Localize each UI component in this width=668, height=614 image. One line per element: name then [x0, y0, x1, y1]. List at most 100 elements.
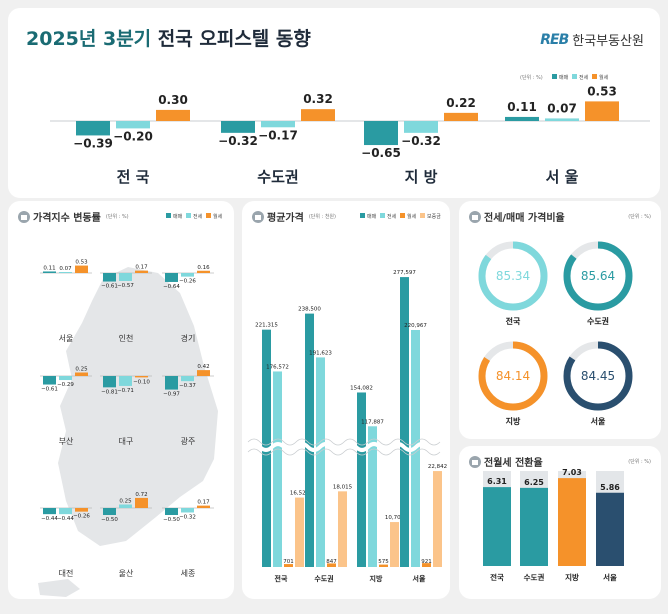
- index-bar: [75, 508, 88, 512]
- index-value-label: 0.11: [43, 265, 55, 271]
- summary-bar: [116, 121, 150, 129]
- summary-bar: [221, 121, 255, 133]
- conversion-rate-card: 전월세 전환율 (단위 : %) 6.31 전국 6.25 수도권 7.03 지방 5.86…: [459, 446, 661, 599]
- price-bar: [273, 371, 282, 567]
- index-value-label: 0.16: [197, 265, 210, 271]
- conversion-title: 전월세 전환율: [484, 458, 543, 469]
- index-value-label: 0.25: [75, 367, 88, 373]
- conversion-value-label: 6.25: [524, 478, 544, 487]
- avg-price-unit: (단위 : 천원): [308, 214, 336, 220]
- legend-swatch: [166, 213, 171, 218]
- conversion-value-label: 6.31: [487, 477, 507, 486]
- index-bar: [135, 376, 148, 378]
- index-value-label: −0.26: [179, 279, 196, 285]
- index-value-label: 0.42: [197, 364, 209, 370]
- index-bar: [197, 270, 210, 273]
- index-value-label: 0.07: [59, 266, 72, 272]
- conversion-value-label: 5.86: [600, 483, 620, 492]
- index-region-label: 대전: [59, 568, 74, 578]
- index-bar: [165, 376, 178, 390]
- index-value-label: −0.32: [179, 514, 196, 520]
- index-change-card: 가격지수 변동률 (단위 : %) 매매 전세 월세 0.11 0.07 0.53 서울 −0…: [8, 201, 234, 599]
- jeju-map-shape: [38, 579, 80, 597]
- price-value-label: 191,623: [309, 350, 332, 356]
- price-value-label: 117,887: [361, 419, 384, 425]
- conversion-bar: [596, 492, 624, 566]
- ratio-category-label: 전국: [506, 316, 521, 326]
- summary-value-label: 0.07: [547, 101, 577, 115]
- summary-value-label: 0.22: [446, 96, 476, 110]
- index-bar: [119, 273, 132, 281]
- price-value-label: 701: [283, 559, 294, 565]
- ratio-value-label: 84.14: [496, 369, 530, 383]
- conversion-value-label: 7.03: [562, 468, 582, 477]
- conversion-category-label: 전국: [490, 572, 504, 582]
- avg-price-title: 평균가격: [267, 213, 304, 224]
- index-value-label: −0.61: [101, 284, 118, 290]
- index-bar: [119, 504, 132, 508]
- index-region-label: 세종: [181, 569, 196, 578]
- legend-label: 전세: [193, 213, 203, 220]
- summary-bar: [545, 118, 579, 121]
- index-bar: [75, 265, 88, 273]
- index-value-label: 0.17: [135, 265, 148, 271]
- price-bar: [357, 392, 366, 567]
- legend-label: 월세: [407, 213, 417, 220]
- index-bar: [197, 370, 210, 376]
- index-bar: [59, 376, 72, 381]
- summary-value-label: −0.32: [401, 134, 441, 148]
- index-bar: [135, 497, 148, 508]
- summary-bar: [585, 101, 619, 121]
- index-region-label: 인천: [119, 333, 134, 343]
- index-value-label: −0.61: [41, 387, 58, 393]
- index-bar: [181, 273, 194, 277]
- price-bar: [379, 564, 388, 567]
- price-category-label: 지방: [370, 574, 383, 583]
- price-category-label: 서울: [413, 574, 426, 583]
- index-change-header: 가격지수 변동률 (단위 : %): [18, 209, 129, 224]
- index-value-label: 0.17: [197, 500, 210, 506]
- korea-map-shape: [58, 267, 218, 546]
- summary-value-label: −0.39: [73, 136, 113, 150]
- ratio-category-label: 지방: [506, 416, 521, 426]
- summary-card: 2025년 3분기 전국 오피스텔 동향 REB 한국부동산원 (단위 : %)…: [8, 8, 660, 198]
- index-value-label: −0.37: [179, 383, 196, 389]
- ratio-value-label: 85.34: [496, 269, 530, 283]
- conversion-bar-chart: 6.31 전국 6.25 수도권 7.03 지방 5.86 서울: [483, 468, 624, 582]
- index-value-label: −0.10: [133, 379, 150, 385]
- index-bar: [135, 270, 148, 273]
- index-bar: [43, 508, 56, 515]
- index-value-label: −0.44: [41, 516, 58, 522]
- index-value-label: 0.53: [75, 260, 88, 266]
- legend-swatch: [552, 74, 557, 79]
- conversion-bar: [520, 487, 548, 566]
- index-bar: [75, 372, 88, 376]
- price-category-label: 전국: [275, 574, 288, 583]
- legend-swatch: [360, 213, 365, 218]
- legend-swatch: [400, 213, 405, 218]
- summary-category-label: 지 방: [405, 168, 438, 186]
- legend-label: 월세: [213, 213, 223, 220]
- conversion-category-label: 지방: [565, 572, 579, 582]
- summary-category-label: 전 국: [117, 168, 150, 186]
- ratio-donut-chart: 85.34 전국 85.64 수도권 84.14 지방 84.45 서울: [478, 241, 633, 426]
- legend-label: 매매: [173, 213, 183, 220]
- ratio-donut-arc: [478, 341, 548, 411]
- page-title: 2025년 3분기 전국 오피스텔 동향: [26, 24, 311, 51]
- index-bar: [197, 505, 210, 508]
- conversion-bar: [483, 487, 511, 566]
- price-value-label: 10,701: [385, 515, 404, 521]
- building-icon: [469, 455, 481, 468]
- index-bar: [59, 272, 72, 273]
- index-value-label: −0.26: [73, 514, 90, 520]
- ratio-header: 전세/매매 가격비율: [469, 209, 565, 224]
- price-value-label: 18,015: [333, 484, 353, 490]
- index-bar: [119, 376, 132, 386]
- price-value-label: 238,500: [298, 307, 321, 313]
- index-region-label: 서울: [59, 334, 74, 343]
- index-bar: [43, 376, 56, 385]
- ratio-category-label: 수도권: [587, 316, 609, 326]
- ratio-title: 전세/매매 가격비율: [484, 213, 565, 224]
- price-bar: [433, 471, 442, 567]
- summary-category-label: 수도권: [257, 168, 298, 186]
